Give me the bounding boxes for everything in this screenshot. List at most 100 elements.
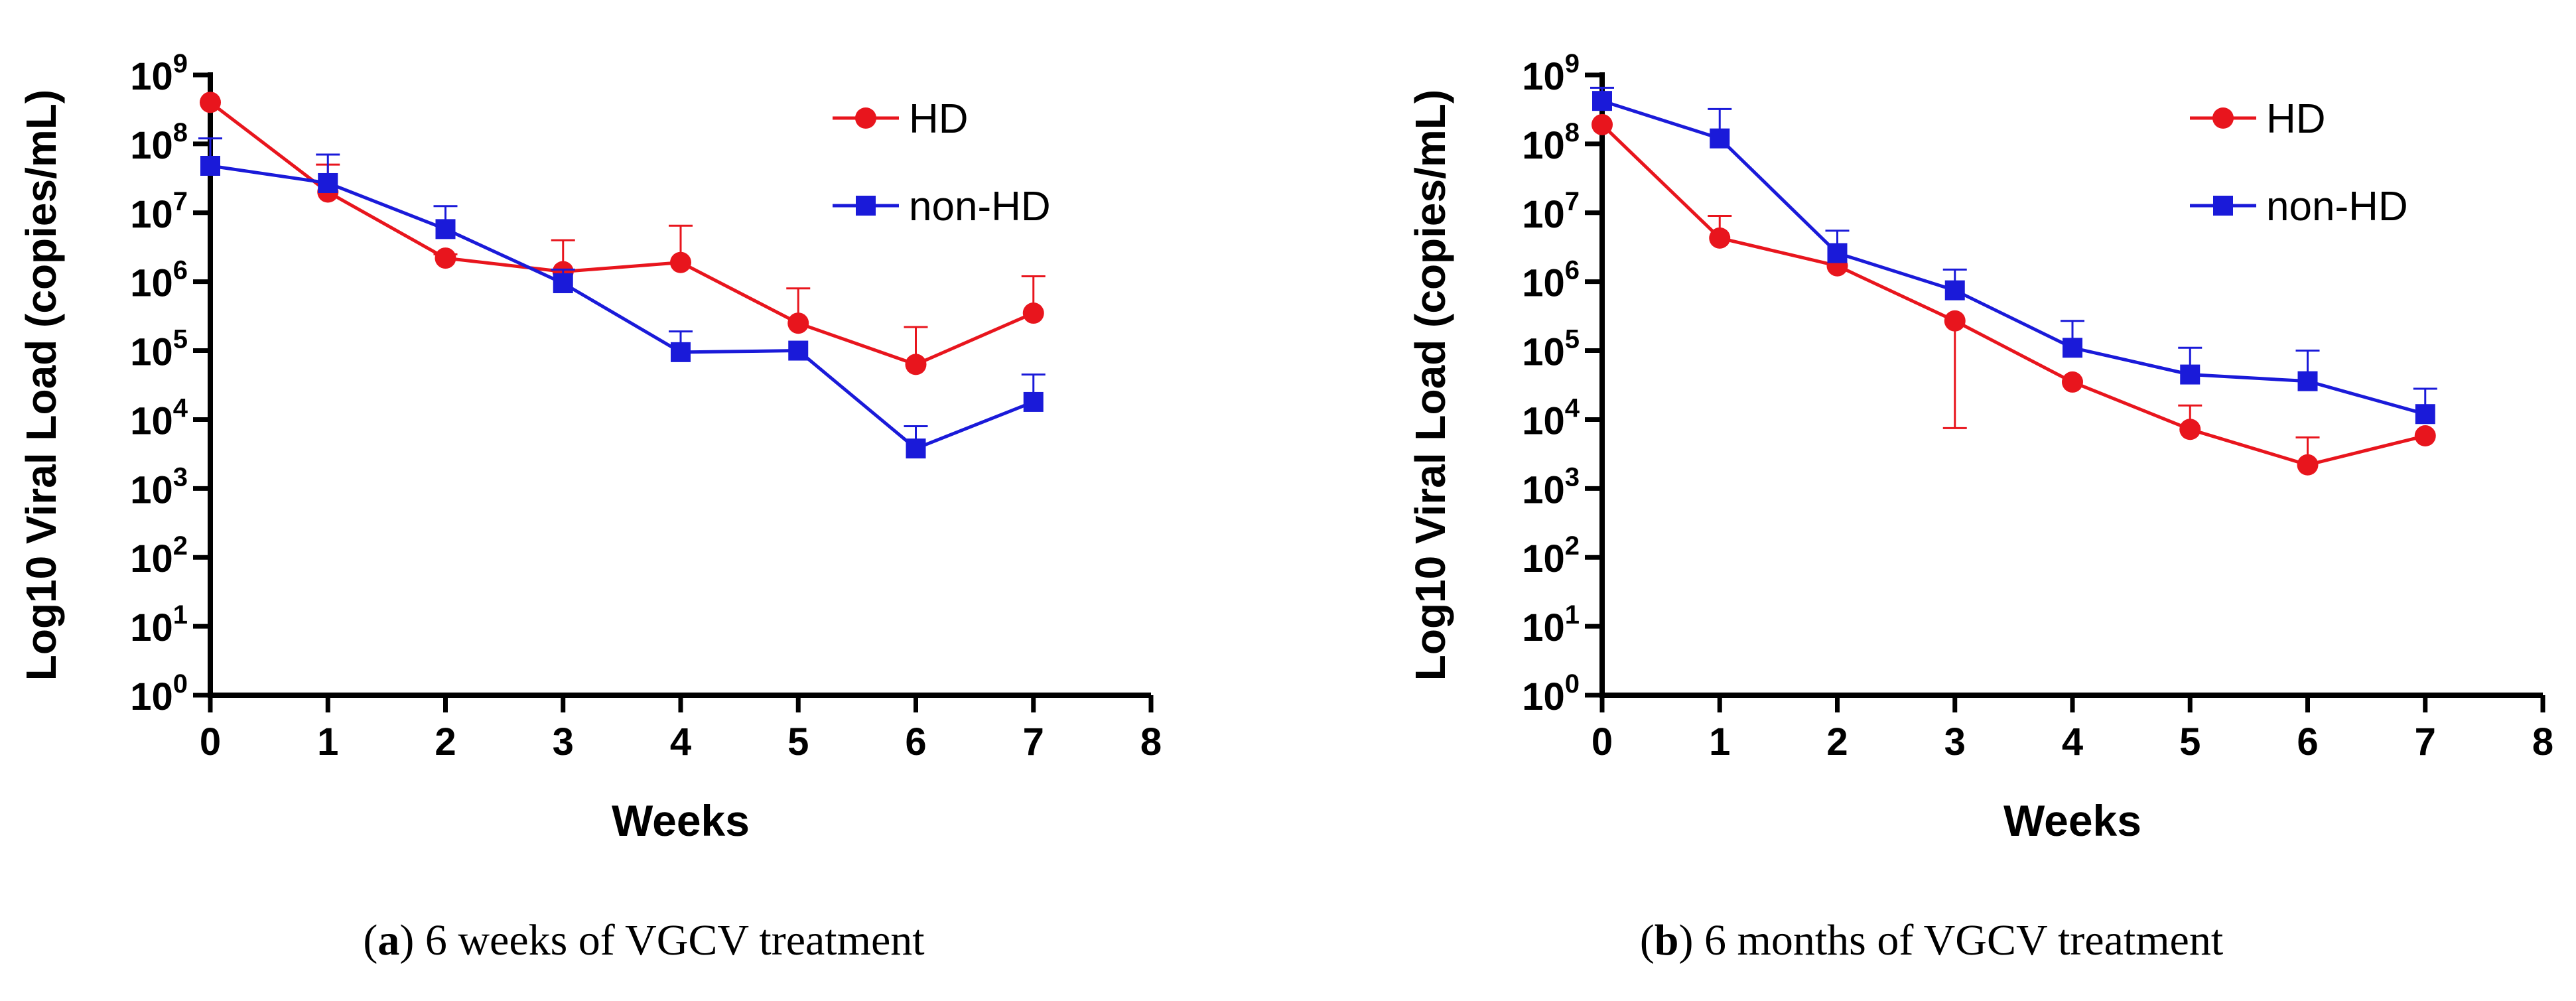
chart-panel-a: 0 1 2 3 4 5 6 7 8 100 101 102 103 104 105 106 107 108 109 W… xyxy=(17,49,1162,965)
x-tick-label: 5 xyxy=(2179,720,2201,764)
x-tick-label: 7 xyxy=(1023,720,1044,764)
data-point xyxy=(1022,302,1044,324)
x-tick-label: 8 xyxy=(1140,720,1162,764)
y-tick-label: 103 xyxy=(1522,462,1580,511)
data-point xyxy=(200,92,221,113)
legend-label: HD xyxy=(909,96,969,142)
y-tick-label: 102 xyxy=(130,531,188,580)
y-tick-label: 103 xyxy=(130,462,188,511)
x-tick-label: 4 xyxy=(2062,720,2083,764)
data-point xyxy=(553,273,573,293)
data-point xyxy=(905,354,927,375)
y-tick-label: 109 xyxy=(130,49,188,98)
data-point xyxy=(1944,280,1965,300)
chart-b: 0 1 2 3 4 5 6 7 8 100 101 102 103 104 105 106 107 108 109 W… xyxy=(1406,49,2553,845)
series-hd xyxy=(1592,113,2436,476)
data-point xyxy=(2297,454,2319,476)
y-tick-label: 108 xyxy=(130,118,188,167)
data-point xyxy=(2179,419,2201,440)
x-tick-label: 2 xyxy=(1826,720,1848,764)
data-point xyxy=(1023,391,1044,412)
y-tick-label: 102 xyxy=(1522,531,1580,580)
legend-entry: non-HD xyxy=(833,184,1051,230)
y-tick-label: 106 xyxy=(130,256,188,305)
chart-a: 0 1 2 3 4 5 6 7 8 100 101 102 103 104 105 106 107 108 109 W… xyxy=(17,49,1162,845)
data-point xyxy=(2297,371,2318,391)
x-tick-label: 0 xyxy=(200,720,221,764)
data-point xyxy=(1592,91,1612,111)
y-tick-label: 105 xyxy=(1522,325,1580,374)
data-point xyxy=(318,172,338,193)
y-tick-label: 101 xyxy=(1522,600,1580,649)
caption-text: 6 weeks of VGCV treatment xyxy=(425,916,925,965)
data-point xyxy=(2062,371,2083,393)
data-point xyxy=(2063,338,2082,358)
x-tick-label: 5 xyxy=(787,720,809,764)
data-point xyxy=(1709,227,1731,249)
series-non-hd xyxy=(198,137,1046,459)
y-tick-label: 107 xyxy=(130,187,188,236)
x-tick-label: 4 xyxy=(670,720,691,764)
x-tick-label: 6 xyxy=(905,720,926,764)
caption-letter: b xyxy=(1654,916,1679,965)
data-point xyxy=(788,340,809,361)
x-tick-label: 3 xyxy=(553,720,574,764)
data-point xyxy=(435,219,456,239)
data-point xyxy=(787,312,809,334)
x-tick-label: 6 xyxy=(2297,720,2318,764)
chart-panel-b: 0 1 2 3 4 5 6 7 8 100 101 102 103 104 105 106 107 108 109 W… xyxy=(1288,0,2575,1001)
y-tick-label: 106 xyxy=(1522,256,1580,305)
legend-marker xyxy=(856,196,876,216)
x-axis-title: Weeks xyxy=(612,796,750,845)
legend-entry: non-HD xyxy=(2190,184,2408,230)
legend-label: non-HD xyxy=(2266,184,2408,230)
series-line xyxy=(209,101,1034,367)
series-line xyxy=(1601,123,2426,467)
x-axis-title: Weeks xyxy=(2003,796,2141,845)
y-tick-label: 104 xyxy=(130,393,188,442)
y-axis-title: Log10 Viral Load (copies/mL) xyxy=(1406,90,1454,681)
data-point xyxy=(670,251,691,273)
legend-label: HD xyxy=(2266,96,2326,142)
y-tick-label: 109 xyxy=(1522,49,1580,98)
x-tick-label: 3 xyxy=(1944,720,1966,764)
data-point xyxy=(2414,425,2436,447)
caption-letter: a xyxy=(377,916,400,965)
data-point xyxy=(1710,128,1730,149)
y-tick-label: 107 xyxy=(1522,187,1580,236)
y-axis-title: Log10 Viral Load (copies/mL) xyxy=(17,90,65,681)
series-non-hd xyxy=(1590,86,2437,425)
series-line xyxy=(1601,99,2426,416)
caption-b: (b) 6 months of VGCV treatment xyxy=(1639,916,2224,965)
y-tick-label: 100 xyxy=(1522,669,1580,718)
y-tick-label: 104 xyxy=(1522,393,1580,442)
legend-marker xyxy=(2212,107,2234,129)
x-tick-label: 8 xyxy=(2532,720,2553,764)
x-tick-label: 0 xyxy=(1592,720,1613,764)
series-line xyxy=(210,164,1034,450)
legend-label: non-HD xyxy=(909,184,1051,230)
x-tick-label: 7 xyxy=(2415,720,2436,764)
data-point xyxy=(435,247,456,269)
x-tick-label: 2 xyxy=(435,720,456,764)
y-tick-label: 101 xyxy=(130,600,188,649)
y-tick-label: 108 xyxy=(1522,118,1580,167)
data-point xyxy=(2180,364,2201,385)
legend-entry: HD xyxy=(2190,96,2326,142)
data-point xyxy=(906,438,926,459)
data-point xyxy=(1827,243,1848,263)
data-point xyxy=(2415,404,2435,425)
caption-text: 6 months of VGCV treatment xyxy=(1704,916,2224,965)
data-point xyxy=(200,156,220,176)
data-point xyxy=(1944,310,1966,332)
legend-entry: HD xyxy=(833,96,969,142)
legend-marker xyxy=(2213,196,2233,216)
caption-a: (a) 6 weeks of VGCV treatment xyxy=(363,916,925,965)
legend-marker xyxy=(855,107,876,129)
x-tick-label: 1 xyxy=(1709,720,1730,764)
y-tick-label: 105 xyxy=(130,325,188,374)
data-point xyxy=(1592,113,1613,135)
x-tick-label: 1 xyxy=(317,720,338,764)
y-tick-label: 100 xyxy=(130,669,188,718)
data-point xyxy=(671,342,691,362)
